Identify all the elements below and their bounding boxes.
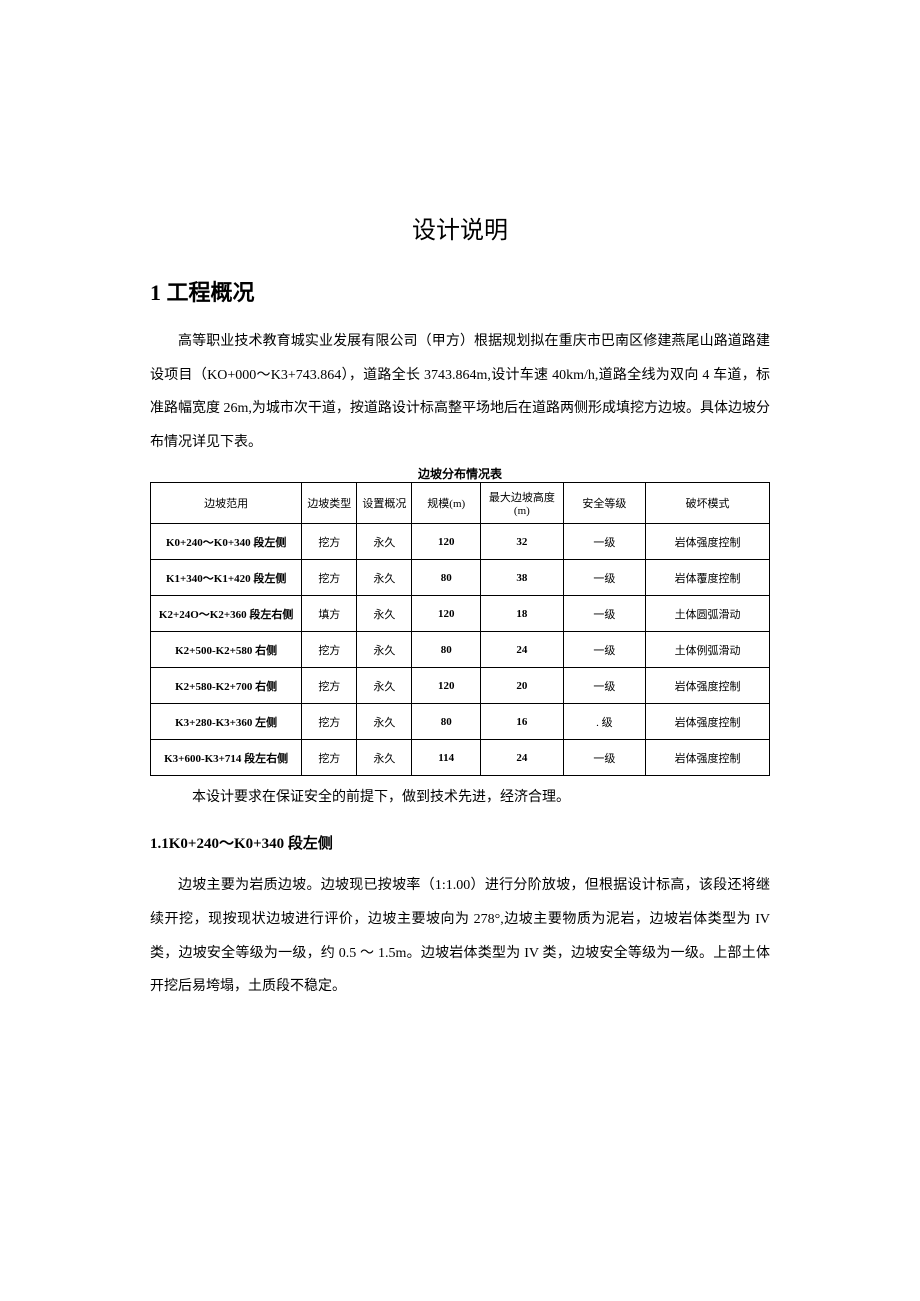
cell-range: K1+340～K1+420 段左侧	[151, 560, 302, 596]
cell-scale: 120	[412, 668, 481, 704]
cell-setting: 永久	[357, 632, 412, 668]
cell-height: 24	[481, 740, 564, 776]
cell-scale: 80	[412, 704, 481, 740]
cell-setting: 永久	[357, 596, 412, 632]
cell-range: K2+580-K2+700 右侧	[151, 668, 302, 704]
cell-type: 挖方	[302, 632, 357, 668]
table-row: K2+24O～K2+360 段左右侧填方永久12018一级土体圆弧滑动	[151, 596, 770, 632]
cell-scale: 80	[412, 632, 481, 668]
table-header-row: 边坡范用 边坡类型 设置概况 规模(m) 最大边坡高度(m) 安全等级 破坏模式	[151, 483, 770, 524]
table-row: K2+580-K2+700 右侧挖方永久12020一级岩体强度控制	[151, 668, 770, 704]
table-row: K3+280-K3+360 左侧挖方永久8016. 级岩体强度控制	[151, 704, 770, 740]
cell-mode: 土体例弧滑动	[646, 632, 770, 668]
header-mode: 破坏模式	[646, 483, 770, 524]
cell-height: 18	[481, 596, 564, 632]
header-range: 边坡范用	[151, 483, 302, 524]
cell-type: 填方	[302, 596, 357, 632]
cell-scale: 114	[412, 740, 481, 776]
table-body: K0+240～K0+340 段左侧挖方永久12032一级岩体强度控制K1+340…	[151, 524, 770, 776]
cell-level: 一级	[563, 560, 646, 596]
cell-type: 挖方	[302, 560, 357, 596]
cell-level: 一级	[563, 596, 646, 632]
cell-type: 挖方	[302, 524, 357, 560]
cell-range: K3+600-K3+714 段左右侧	[151, 740, 302, 776]
cell-range: K2+24O～K2+360 段左右侧	[151, 596, 302, 632]
table-row: K2+500-K2+580 右侧挖方永久8024一级土体例弧滑动	[151, 632, 770, 668]
table-title: 边坡分布情况表	[150, 465, 770, 482]
header-setting: 设置概况	[357, 483, 412, 524]
header-type: 边坡类型	[302, 483, 357, 524]
cell-type: 挖方	[302, 740, 357, 776]
document-title: 设计说明	[150, 210, 770, 245]
cell-mode: 岩体强度控制	[646, 704, 770, 740]
cell-level: 一级	[563, 632, 646, 668]
cell-height: 20	[481, 668, 564, 704]
cell-range: K2+500-K2+580 右侧	[151, 632, 302, 668]
cell-range: K3+280-K3+360 左侧	[151, 704, 302, 740]
section-1-heading: 1 工程概况	[150, 275, 770, 307]
cell-mode: 土体圆弧滑动	[646, 596, 770, 632]
header-height: 最大边坡高度(m)	[481, 483, 564, 524]
table-caption: 本设计要求在保证安全的前提下，做到技术先进，经济合理。	[150, 784, 770, 812]
cell-mode: 岩体覆度控制	[646, 560, 770, 596]
slope-distribution-table: 边坡范用 边坡类型 设置概况 规模(m) 最大边坡高度(m) 安全等级 破坏模式…	[150, 482, 770, 776]
cell-height: 32	[481, 524, 564, 560]
cell-scale: 80	[412, 560, 481, 596]
cell-level: 一级	[563, 524, 646, 560]
cell-height: 16	[481, 704, 564, 740]
cell-setting: 永久	[357, 668, 412, 704]
section-1-1-paragraph: 边坡主要为岩质边坡。边坡现已按坡率（1:1.00）进行分阶放坡，但根据设计标高，…	[150, 869, 770, 1003]
cell-type: 挖方	[302, 668, 357, 704]
cell-setting: 永久	[357, 560, 412, 596]
cell-height: 38	[481, 560, 564, 596]
cell-setting: 永久	[357, 704, 412, 740]
cell-setting: 永久	[357, 524, 412, 560]
table-row: K3+600-K3+714 段左右侧挖方永久11424一级岩体强度控制	[151, 740, 770, 776]
cell-level: 一级	[563, 668, 646, 704]
table-row: K0+240～K0+340 段左侧挖方永久12032一级岩体强度控制	[151, 524, 770, 560]
cell-height: 24	[481, 632, 564, 668]
cell-level: . 级	[563, 704, 646, 740]
header-level: 安全等级	[563, 483, 646, 524]
header-scale: 规模(m)	[412, 483, 481, 524]
cell-range: K0+240～K0+340 段左侧	[151, 524, 302, 560]
cell-mode: 岩体强度控制	[646, 524, 770, 560]
cell-scale: 120	[412, 524, 481, 560]
section-1-paragraph: 高等职业技术教育城实业发展有限公司（甲方）根据规划拟在重庆市巴南区修建燕尾山路道…	[150, 325, 770, 459]
cell-type: 挖方	[302, 704, 357, 740]
cell-setting: 永久	[357, 740, 412, 776]
section-1-1-heading: 1.1K0+240～K0+340 段左侧	[150, 832, 770, 853]
cell-scale: 120	[412, 596, 481, 632]
cell-mode: 岩体强度控制	[646, 668, 770, 704]
table-row: K1+340～K1+420 段左侧挖方永久8038一级岩体覆度控制	[151, 560, 770, 596]
cell-mode: 岩体强度控制	[646, 740, 770, 776]
cell-level: 一级	[563, 740, 646, 776]
